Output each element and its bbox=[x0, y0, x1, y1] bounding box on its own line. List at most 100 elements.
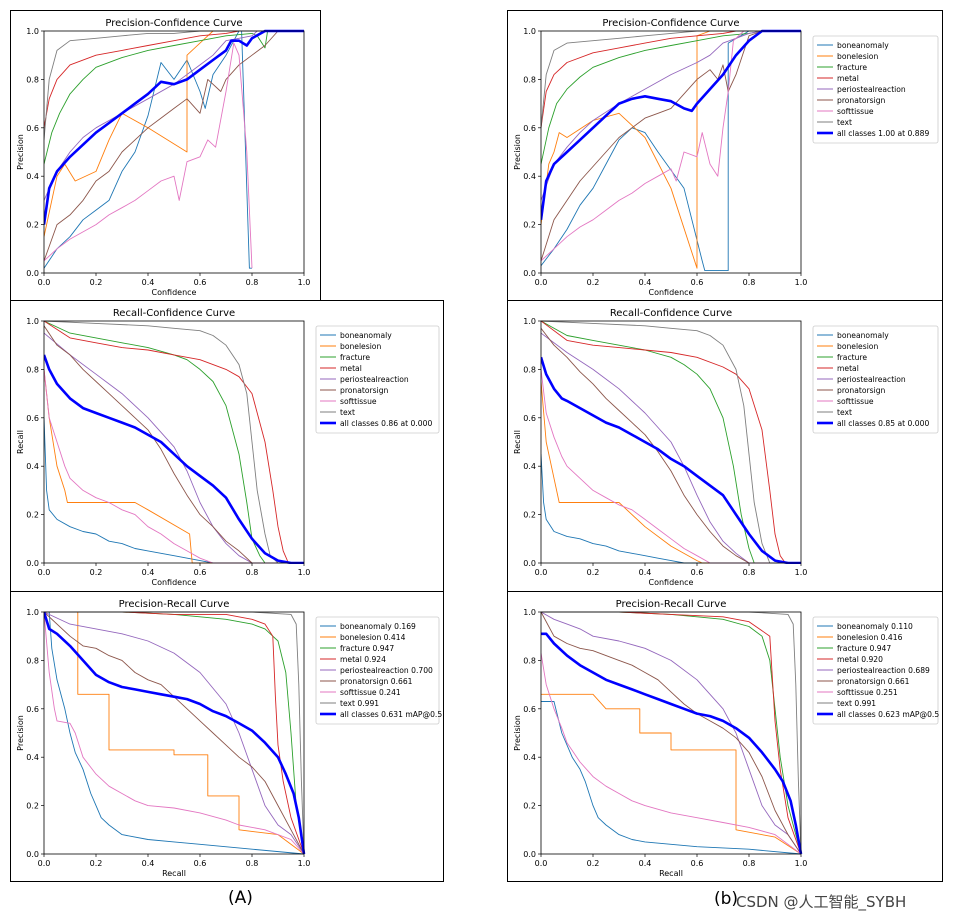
series-line-pronatorsign bbox=[44, 30, 304, 262]
panel-b-recall-confidence: Recall-Confidence Curve 0.0 0.0 0.2 0.2 0.4 0.… bbox=[507, 300, 943, 592]
x-tick-label: 0.8 bbox=[743, 859, 756, 868]
chart-svg: Recall-Confidence Curve 0.00.0 0.2 0.2 0.4 0.… bbox=[16, 308, 440, 587]
y-tick-label: 0.4 bbox=[523, 172, 536, 181]
y-tick-label: 0.6 bbox=[523, 414, 536, 423]
x-tick-label: 0.2 bbox=[587, 568, 600, 577]
legend-label-text: text bbox=[837, 118, 852, 127]
legend-label-fracture: fracture bbox=[837, 353, 867, 362]
panel-b-precision-recall: Precision-Recall Curve 0.0 0.0 0.2 0.2 0.4 0.4… bbox=[507, 591, 943, 882]
series-line-bonelesion bbox=[541, 381, 801, 564]
series-line-boneanomaly bbox=[44, 417, 304, 564]
y-tick-label: 0.4 bbox=[26, 172, 39, 181]
legend-label-softtissue: softtissue 0.251 bbox=[837, 688, 898, 697]
x-tick-label: 0.6 bbox=[194, 568, 207, 577]
legend-label-periostealreaction: periostealreaction bbox=[837, 85, 906, 94]
chart-title: Recall-Confidence Curve bbox=[113, 308, 235, 319]
x-tick-label: 0.0 bbox=[535, 278, 548, 287]
y-tick-label: 0.2 bbox=[523, 511, 536, 520]
plot-area bbox=[44, 29, 304, 269]
panel-a-precision-confidence: Precision-Confidence Curve 0.0 0.0 0.2 0.2 0.… bbox=[10, 10, 321, 301]
legend-label-metal: metal bbox=[340, 364, 362, 373]
legend-box bbox=[812, 35, 939, 144]
x-tick-label: 0.8 bbox=[743, 278, 756, 287]
series-line-softtissue bbox=[541, 369, 801, 564]
y-axis-label: Precision bbox=[16, 715, 25, 751]
series-line-fracture bbox=[541, 320, 801, 564]
series-line-all bbox=[541, 29, 801, 220]
axes-frame bbox=[43, 30, 305, 274]
series-line-metal bbox=[44, 30, 304, 128]
y-tick-label: 0.2 bbox=[523, 221, 536, 230]
x-tick-label: 0.8 bbox=[246, 859, 259, 868]
series-line-softtissue bbox=[44, 42, 253, 269]
legend-label-fracture: fracture 0.947 bbox=[340, 644, 394, 653]
plot-area bbox=[44, 611, 306, 855]
x-axis-label: Confidence bbox=[649, 578, 694, 587]
series-line-metal bbox=[44, 320, 304, 564]
legend-box bbox=[812, 325, 939, 434]
chart-svg: Recall-Confidence Curve 0.00.0 0.2 0.2 0.4 0.… bbox=[513, 308, 939, 587]
x-tick-label: 1.0 bbox=[298, 568, 311, 577]
series-line-text bbox=[541, 320, 801, 564]
y-tick-label: 0.4 bbox=[26, 753, 39, 762]
legend-label-boneanomaly: boneanomaly bbox=[837, 41, 889, 50]
legend-label-bonelesion: bonelesion 0.416 bbox=[837, 633, 903, 642]
chart-svg: Precision-Recall Curve 0.00.0 0.2 0.2 0.4 0.4… bbox=[513, 599, 939, 878]
legend-label-pronatorsign: pronatorsign bbox=[837, 96, 886, 105]
x-tick-label: 0.4 bbox=[142, 278, 155, 287]
x-tick-label: 0.4 bbox=[639, 859, 652, 868]
chart-title: Recall-Confidence Curve bbox=[610, 308, 732, 319]
legend-label-fracture: fracture bbox=[837, 63, 867, 72]
y-tick-label: 0.8 bbox=[26, 656, 39, 665]
y-tick-label: 0.2 bbox=[523, 802, 536, 811]
y-axis-label: Precision bbox=[16, 134, 25, 170]
y-tick-label: 0.0 bbox=[523, 269, 536, 278]
x-tick-label: 0.4 bbox=[639, 568, 652, 577]
x-axis-label: Recall bbox=[659, 869, 683, 878]
plot-area bbox=[541, 611, 803, 855]
legend-label-text: text 0.991 bbox=[340, 699, 379, 708]
chart-svg: Precision-Confidence Curve 0.00.0 0.2 0.2 0.… bbox=[16, 18, 310, 297]
legend-label-metal: metal 0.920 bbox=[837, 655, 883, 664]
legend-label-boneanomaly: boneanomaly 0.110 bbox=[837, 622, 913, 631]
x-tick-label: 0.6 bbox=[194, 278, 207, 287]
series-line-fracture bbox=[541, 30, 801, 165]
series-line-pronatorsign bbox=[44, 611, 305, 855]
x-tick-label: 0.8 bbox=[743, 568, 756, 577]
legend-label-pronatorsign: pronatorsign bbox=[340, 386, 389, 395]
chart-title: Precision-Recall Curve bbox=[119, 599, 230, 610]
legend-label-fracture: fracture bbox=[340, 353, 370, 362]
y-tick-label: 1.0 bbox=[523, 317, 536, 326]
series-line-boneanomaly bbox=[541, 30, 801, 272]
x-tick-label: 0.2 bbox=[90, 278, 103, 287]
series-line-metal bbox=[541, 320, 801, 564]
x-tick-label: 0.6 bbox=[691, 568, 704, 577]
x-tick-label: 0.6 bbox=[194, 859, 207, 868]
axes-frame bbox=[43, 611, 305, 855]
x-axis-label: Confidence bbox=[152, 578, 197, 587]
series-line-all bbox=[44, 29, 304, 225]
x-tick-label: 1.0 bbox=[795, 859, 808, 868]
x-axis-label: Confidence bbox=[152, 288, 197, 297]
legend-label-metal: metal bbox=[837, 74, 859, 83]
y-tick-label: 0.0 bbox=[523, 850, 536, 859]
series-line-all bbox=[44, 611, 306, 855]
series-line-all bbox=[541, 632, 803, 855]
legend-label-text: text bbox=[340, 408, 355, 417]
y-tick-label: 1.0 bbox=[26, 608, 39, 617]
series-line-periostealreaction bbox=[541, 332, 801, 564]
x-tick-label: 0.0 bbox=[535, 859, 548, 868]
series-line-text bbox=[44, 611, 305, 855]
series-line-bonelesion bbox=[44, 369, 304, 564]
legend-box bbox=[315, 616, 440, 725]
caption-a: (A) bbox=[228, 888, 253, 908]
panel-b-precision-confidence: Precision-Confidence Curve 0.0 0.0 0.2 0.2 0.… bbox=[507, 10, 943, 301]
series-line-metal bbox=[541, 611, 802, 855]
y-tick-label: 0.6 bbox=[26, 124, 39, 133]
legend-label-all: all classes 1.00 at 0.889 bbox=[837, 129, 929, 138]
y-axis-label: Recall bbox=[513, 430, 522, 454]
legend-label-pronatorsign: pronatorsign bbox=[837, 386, 886, 395]
series-line-boneanomaly bbox=[541, 701, 802, 855]
x-tick-label: 0.0 bbox=[38, 568, 51, 577]
y-tick-label: 0.6 bbox=[523, 124, 536, 133]
